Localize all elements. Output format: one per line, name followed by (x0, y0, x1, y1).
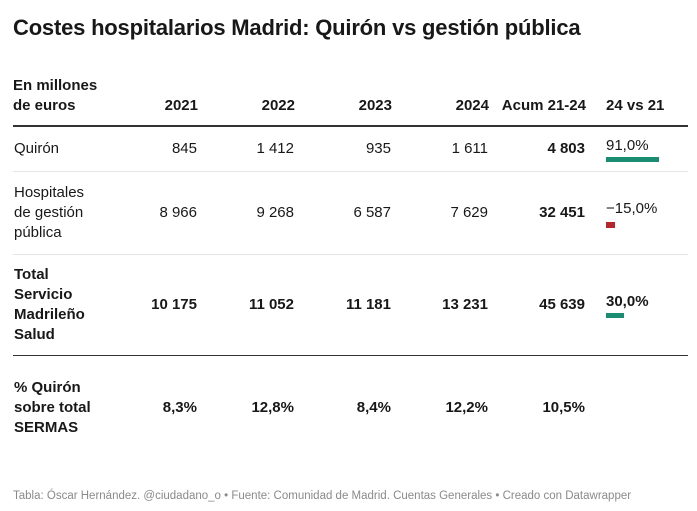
cell-2021: 845 (171, 140, 197, 157)
cell-2022: 9 268 (198, 171, 295, 255)
cell-2024: 7 629 (392, 171, 489, 255)
cell-2022: 12,8% (198, 355, 295, 460)
change-bar (606, 313, 624, 318)
change-wrap: 91,0% (606, 137, 659, 162)
header-year-2022: 2022 (198, 76, 295, 127)
cell-change (586, 355, 688, 460)
row-label: Quirón (14, 140, 60, 157)
table-row: % Quirón sobre total SERMAS 8,3% 12,8% 8… (13, 355, 688, 460)
footer-credits: Tabla: Óscar Hernández. @ciudadano_o • F… (13, 490, 632, 502)
cell-change: 30,0% (586, 254, 688, 356)
change-value-label: 91,0% (606, 137, 649, 154)
header-accum: Acum 21-24 (489, 76, 586, 127)
header-year-2021: 2021 (101, 76, 198, 127)
change-value-label: −15,0% (606, 199, 658, 217)
change-bar (606, 221, 615, 228)
table-row: Total Servicio Madrileño Salud 10 175 11… (13, 254, 688, 356)
cell-2024: 1 611 (451, 140, 488, 157)
chart-title: Costes hospitalarios Madrid: Quirón vs g… (13, 15, 581, 40)
change-value-label: 30,0% (606, 293, 649, 310)
cell-change: 91,0% (586, 126, 688, 172)
row-label: Total Servicio Madrileño Salud (13, 254, 101, 356)
header-year-2024: 2024 (392, 76, 489, 127)
header-year-2023: 2023 (295, 76, 392, 127)
header-unit-label: En millones de euros (13, 76, 101, 127)
cell-2023: 8,4% (295, 355, 392, 460)
cost-table: En millones de euros 2021 2022 2023 2024… (13, 76, 688, 460)
cell-2021: 8 966 (101, 171, 198, 255)
cell-2023: 935 (365, 140, 391, 157)
cell-2023: 11 181 (295, 254, 392, 356)
table-row: Hospitales de gestión pública 8 966 9 26… (13, 171, 688, 255)
cell-2021: 8,3% (101, 355, 198, 460)
cell-2023: 6 587 (295, 171, 392, 255)
cell-accum: 4 803 (547, 140, 585, 157)
cell-accum: 32 451 (489, 171, 586, 255)
change-wrap: −15,0% (606, 200, 657, 228)
row-label: % Quirón sobre total SERMAS (13, 355, 101, 460)
cell-change: −15,0% (586, 171, 688, 255)
change-bar (606, 157, 659, 162)
table-row: Quirón 845 1 412 935 1 611 4 803 91,0% (13, 126, 688, 172)
header-row: En millones de euros 2021 2022 2023 2024… (13, 76, 688, 127)
cell-2022: 11 052 (198, 254, 295, 356)
cell-accum: 45 639 (489, 254, 586, 356)
cell-accum: 10,5% (489, 355, 586, 460)
cell-2024: 12,2% (392, 355, 489, 460)
row-label: Hospitales de gestión pública (13, 171, 101, 255)
cell-2024: 13 231 (392, 254, 489, 356)
header-change: 24 vs 21 (586, 76, 688, 127)
cell-2021: 10 175 (101, 254, 198, 356)
change-wrap: 30,0% (606, 293, 649, 318)
cell-2022: 1 412 (256, 140, 294, 157)
